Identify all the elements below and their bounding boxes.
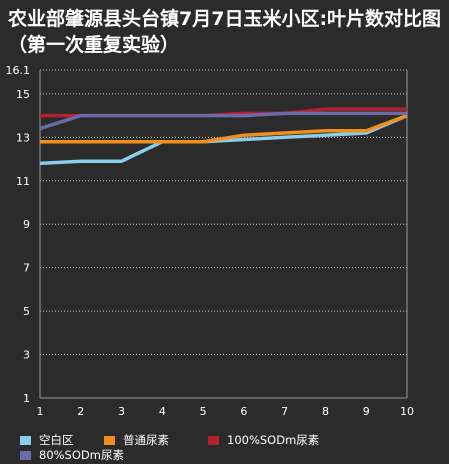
chart-axes (39, 70, 408, 399)
legend-item-3: 80%SODm尿素 (20, 447, 124, 463)
x-tick-label: 9 (363, 405, 370, 418)
legend-label: 普通尿素 (123, 433, 169, 447)
series-lines (39, 107, 408, 166)
y-tick-label: 16.1 (6, 64, 31, 77)
legend-swatch (208, 435, 219, 445)
y-tick-label: 9 (23, 218, 30, 231)
legend-swatch (104, 435, 115, 445)
x-tick-label: 5 (200, 405, 207, 418)
y-tick-label: 15 (16, 88, 30, 101)
x-tick-label: 8 (322, 405, 329, 418)
x-tick-label: 3 (118, 405, 125, 418)
legend-swatch (20, 450, 31, 460)
series-line-0 (39, 113, 408, 166)
x-tick-label: 7 (281, 405, 288, 418)
y-tick-label: 11 (16, 175, 30, 188)
x-tick-label: 1 (37, 405, 44, 418)
chart-title: 农业部肇源县头台镇7月7日玉米小区:叶片数对比图（第一次重复实验） (8, 8, 442, 56)
legend-label: 100%SODm尿素 (227, 433, 320, 447)
legend-item-2: 100%SODm尿素 (208, 432, 319, 448)
x-tick-label: 2 (77, 405, 84, 418)
legend-swatch (20, 435, 31, 445)
y-tick-label: 3 (23, 349, 30, 362)
x-tick-label: 10 (400, 405, 414, 418)
x-tick-label: 6 (240, 405, 247, 418)
y-tick-label: 13 (16, 131, 30, 144)
series-line-1 (40, 113, 408, 144)
y-tick-label: 7 (23, 262, 30, 275)
legend-label: 80%SODm尿素 (39, 448, 124, 462)
legend-item-0: 空白区 (20, 432, 74, 448)
legend-label: 空白区 (39, 433, 74, 447)
x-tick-label: 4 (159, 405, 166, 418)
legend-item-1: 普通尿素 (104, 432, 169, 448)
chart-legend: 空白区 普通尿素 100%SODm尿素 80%SODm尿素 (0, 428, 449, 464)
y-tick-label: 1 (23, 392, 30, 405)
y-tick-label: 5 (23, 305, 30, 318)
x-tick-labels: 1 2 3 4 5 6 7 8 9 10 (37, 405, 415, 418)
series-line-3 (39, 111, 407, 131)
